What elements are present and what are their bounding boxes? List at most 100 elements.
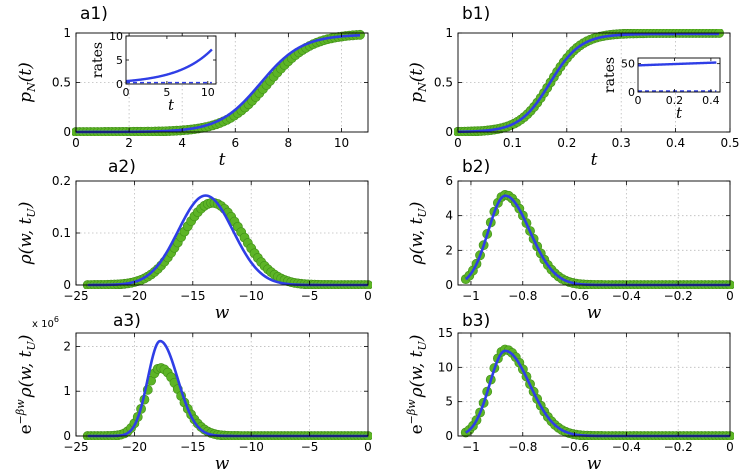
- x-tick-label: −25: [63, 440, 88, 454]
- y-tick-label: 0.5: [52, 76, 71, 90]
- panel-a1: 0 2 4 6 8 10 0 0.5 1 a1) t pN(t): [16, 4, 369, 170]
- y-label-sub: U: [416, 341, 429, 351]
- x-tick-label: 0.4: [666, 136, 685, 150]
- x-tick-label: −0.8: [508, 440, 537, 454]
- x-tick-label: 6: [231, 136, 239, 150]
- x-tick-label: 2: [125, 136, 133, 150]
- y-tick-label: 1: [445, 26, 453, 40]
- plot-background: [126, 36, 216, 84]
- x-tick-label: 5: [163, 86, 170, 99]
- x-tick-label: 0: [364, 440, 372, 454]
- x-tick-label: −1: [462, 440, 480, 454]
- x-tick-label: 10: [334, 136, 349, 150]
- y-label-part: (t): [407, 62, 427, 82]
- y-tick-label: 5: [445, 395, 453, 409]
- y-axis-label: ρ(w, tU): [407, 202, 429, 266]
- panel-a2: −25 −20 −15 −10 −5 0 0 0.1 0.2 a2) w ρ(w, tU): [16, 157, 372, 323]
- x-tick-label: 4: [178, 136, 186, 150]
- x-tick-label: 0: [72, 136, 80, 150]
- y-tick-label: 50: [621, 58, 635, 71]
- y-label-sub: N: [25, 82, 38, 93]
- inset-a1: 0 5 10 0 5 10 t rates: [90, 30, 217, 114]
- y-tick-label: 0: [445, 429, 453, 443]
- series-group: [454, 29, 725, 136]
- x-tick-label: 0: [364, 289, 372, 303]
- y-tick-label: 0: [116, 78, 123, 91]
- x-tick-label: −0.4: [612, 289, 641, 303]
- x-tick-label: −5: [301, 440, 319, 454]
- x-axis-label: w: [587, 454, 602, 470]
- y-label-sub: U: [25, 341, 38, 351]
- x-tick-label: −1: [462, 289, 480, 303]
- plot-background: [76, 333, 368, 436]
- y-tick-label: 2: [445, 243, 453, 257]
- x-tick-label: 10: [201, 86, 215, 99]
- x-tick-label: −0.6: [560, 289, 589, 303]
- x-tick-label: −5: [301, 289, 319, 303]
- x-tick-label: 0.2: [666, 94, 684, 107]
- panel-a3: −25 −20 −15 −10 −5 0 0 1 2 a3) w e−βwρ(w, tU) x 106: [14, 311, 372, 470]
- series-group: [125, 48, 213, 84]
- y-label-part: e: [407, 424, 427, 434]
- y-tick-label: 0: [445, 125, 453, 139]
- x-tick-label: 0.2: [557, 136, 576, 150]
- x-axis-label: w: [215, 454, 230, 470]
- y-axis-label: e−βwρ(w, tU): [14, 335, 38, 435]
- y-tick-label: 4: [445, 209, 453, 223]
- y-label-sup: −βw: [14, 399, 27, 425]
- y-tick-label: 0: [63, 125, 71, 139]
- y-label-part: ): [16, 202, 36, 210]
- panel-title: a1): [80, 4, 108, 24]
- y-tick-label: 1: [63, 384, 71, 398]
- x-tick-label: −0.2: [664, 440, 693, 454]
- y-tick-label: 0: [445, 278, 453, 292]
- y-tick-label: 5: [116, 54, 123, 67]
- x-tick-label: −0.6: [560, 440, 589, 454]
- inset-b1: 0 0.2 0.4 0 50 t rates: [602, 57, 721, 122]
- x-axis-label: w: [587, 303, 602, 323]
- y-label-part: ): [407, 202, 427, 210]
- y-tick-label: 0: [63, 429, 71, 443]
- x-tick-label: −0.8: [508, 289, 537, 303]
- y-tick-label: 1: [63, 26, 71, 40]
- y-label-sup: −βw: [405, 399, 418, 425]
- y-label-part: ρ(w, t: [407, 217, 427, 265]
- x-tick-label: −10: [239, 289, 264, 303]
- y-label-part: (t): [16, 62, 36, 82]
- y-label-part: e: [16, 424, 36, 434]
- series-group: [72, 29, 365, 136]
- x-tick-label: 0: [726, 440, 734, 454]
- x-tick-label: −25: [63, 289, 88, 303]
- y-tick-label: 15: [438, 326, 453, 340]
- x-tick-label: −15: [180, 289, 205, 303]
- y-tick-label: 10: [109, 30, 123, 43]
- panel-b2: −1 −0.8 −0.6 −0.4 −0.2 0 0 2 4 6 b2) w ρ(w, tU): [407, 157, 734, 323]
- series-line-rate: [125, 48, 213, 83]
- panel-title: b1): [462, 4, 490, 24]
- y-multiplier-base: x 10: [32, 319, 54, 330]
- y-tick-label: 2: [63, 339, 71, 353]
- x-tick-label: 0: [635, 94, 642, 107]
- y-label-part: ρ(w, t: [16, 217, 36, 265]
- y-tick-label: 0.1: [52, 226, 71, 240]
- x-tick-label: 0: [454, 136, 462, 150]
- y-axis-label: pN(t): [16, 62, 38, 103]
- y-label-sub: N: [416, 82, 429, 93]
- y-label-sub: U: [25, 208, 38, 218]
- y-label-part: ): [16, 335, 36, 343]
- y-axis-label: pN(t): [407, 62, 429, 103]
- y-label-part: ρ(w, t: [407, 350, 427, 398]
- inset-y-axis-label: rates: [90, 42, 106, 78]
- y-tick-label: 0.5: [434, 76, 453, 90]
- inset-x-axis-label: t: [168, 96, 175, 114]
- panel-title: b2): [462, 157, 490, 177]
- x-tick-label: −10: [239, 440, 264, 454]
- panel-b3: −1 −0.8 −0.6 −0.4 −0.2 0 0 5 10 15 b3) w e−βwρ(w, tU…: [405, 311, 734, 470]
- x-tick-label: 0: [726, 289, 734, 303]
- inset-y-axis-label: rates: [602, 57, 618, 93]
- panel-title: a2): [108, 157, 136, 177]
- x-tick-label: 0: [123, 86, 130, 99]
- y-tick-label: 6: [445, 174, 453, 188]
- x-tick-label: 0.3: [612, 136, 631, 150]
